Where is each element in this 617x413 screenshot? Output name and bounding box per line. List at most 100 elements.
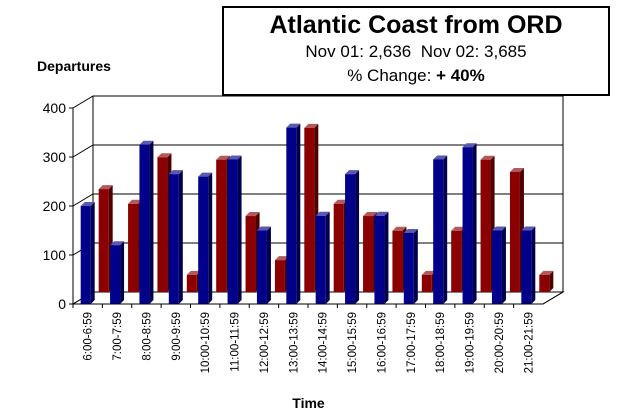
- y-tick-label: 400: [43, 100, 67, 116]
- bar-top: [333, 199, 348, 204]
- x-tick-label: 12:00-12:59: [259, 312, 271, 373]
- y-tick-label: 100: [43, 247, 67, 263]
- gridline: [72, 193, 563, 207]
- bar: [509, 171, 520, 292]
- bar: [374, 215, 385, 304]
- bar-side: [90, 202, 95, 304]
- bar: [256, 230, 267, 304]
- x-tick-label: 8:00-8:59: [141, 312, 153, 361]
- bar-top: [157, 153, 172, 158]
- bar-top: [433, 155, 448, 160]
- bar: [110, 245, 121, 304]
- bar-side: [413, 228, 418, 304]
- x-tick-label: 19:00-19:59: [465, 312, 477, 373]
- bar: [333, 203, 344, 292]
- bar: [216, 159, 227, 292]
- bar: [80, 206, 91, 304]
- bar-side: [443, 155, 448, 304]
- bar-top: [98, 185, 113, 190]
- bar: [363, 216, 374, 292]
- x-tick-label: 9:00-9:59: [171, 312, 183, 361]
- bar-top: [128, 199, 143, 204]
- bar: [421, 274, 432, 292]
- bar-top: [186, 270, 201, 275]
- bar-side: [531, 226, 536, 304]
- bar: [227, 159, 238, 304]
- x-tick-label: 21:00-21:59: [523, 312, 535, 373]
- bar-top: [198, 172, 213, 177]
- bar: [491, 230, 502, 304]
- bar-side: [120, 241, 125, 304]
- bar-top: [374, 211, 389, 216]
- bar: [274, 260, 285, 292]
- bar-top: [509, 167, 524, 172]
- bar: [186, 274, 197, 292]
- bar-top: [539, 270, 554, 275]
- bar-top: [286, 123, 301, 128]
- nov01-total: Nov 01: 2,636: [305, 42, 412, 61]
- bar-top: [139, 140, 154, 145]
- chart-title: Atlantic Coast from ORD: [269, 11, 563, 39]
- bar: [539, 274, 550, 292]
- y-tick-label: 200: [43, 198, 67, 214]
- bar-side: [355, 170, 360, 304]
- x-tick-label: 18:00-18:59: [435, 312, 447, 373]
- bar-top: [216, 155, 231, 160]
- bar-side: [266, 226, 271, 304]
- bar-top: [480, 155, 495, 160]
- bar-side: [237, 155, 242, 304]
- bar: [462, 147, 473, 304]
- bar: [304, 127, 315, 292]
- bar-top: [227, 155, 242, 160]
- bar-top: [421, 270, 436, 275]
- nov02-total: Nov 02: 3,685: [420, 42, 527, 61]
- bar-top: [80, 202, 95, 206]
- bar-top: [274, 256, 289, 261]
- bar-top: [168, 170, 183, 175]
- x-tick-label: 16:00-16:59: [376, 312, 388, 373]
- bar-top: [392, 226, 407, 231]
- x-axis-label: Time: [292, 395, 325, 411]
- bar-side: [384, 211, 389, 304]
- bar-top: [462, 143, 477, 148]
- x-tick-label: 15:00-15:59: [347, 312, 359, 373]
- bar-top: [451, 226, 466, 231]
- bar: [128, 203, 139, 292]
- x-tick-label: 7:00-7:59: [112, 312, 124, 361]
- y-tick-label: 0: [58, 296, 66, 312]
- bar-side: [296, 123, 301, 304]
- gridline: [72, 144, 563, 158]
- bar-side: [178, 170, 183, 304]
- bar: [157, 157, 168, 292]
- bar: [480, 159, 491, 292]
- change-value: + 40%: [436, 66, 485, 85]
- bar: [168, 174, 179, 304]
- title-box: Atlantic Coast from ORD Nov 01: 2,636 No…: [222, 6, 610, 96]
- bar-top: [491, 226, 506, 231]
- y-tick-label: 300: [43, 149, 67, 165]
- bar-top: [304, 123, 319, 128]
- bar-top: [245, 212, 260, 217]
- gridline: [72, 95, 563, 109]
- bar-side: [149, 140, 154, 304]
- y-axis-label: Departures: [37, 58, 111, 74]
- bar-top: [110, 241, 125, 246]
- bar-side: [325, 211, 330, 304]
- x-tick-label: 11:00-11:59: [230, 312, 242, 372]
- bar: [392, 230, 403, 292]
- x-tick-label: 10:00-10:59: [200, 312, 212, 373]
- x-tick-label: 13:00-13:59: [288, 312, 300, 373]
- change-label: % Change:: [347, 66, 432, 85]
- bar: [245, 216, 256, 292]
- bar: [521, 230, 532, 304]
- x-tick-label: 17:00-17:59: [406, 312, 418, 373]
- bar-side: [501, 226, 506, 304]
- bar-side: [472, 143, 477, 304]
- change-line: % Change: + 40%: [224, 64, 608, 88]
- floor-right-edge: [542, 291, 564, 305]
- bar-side: [549, 270, 554, 292]
- bar: [345, 174, 356, 304]
- bar: [451, 230, 462, 292]
- bar-side: [208, 172, 213, 304]
